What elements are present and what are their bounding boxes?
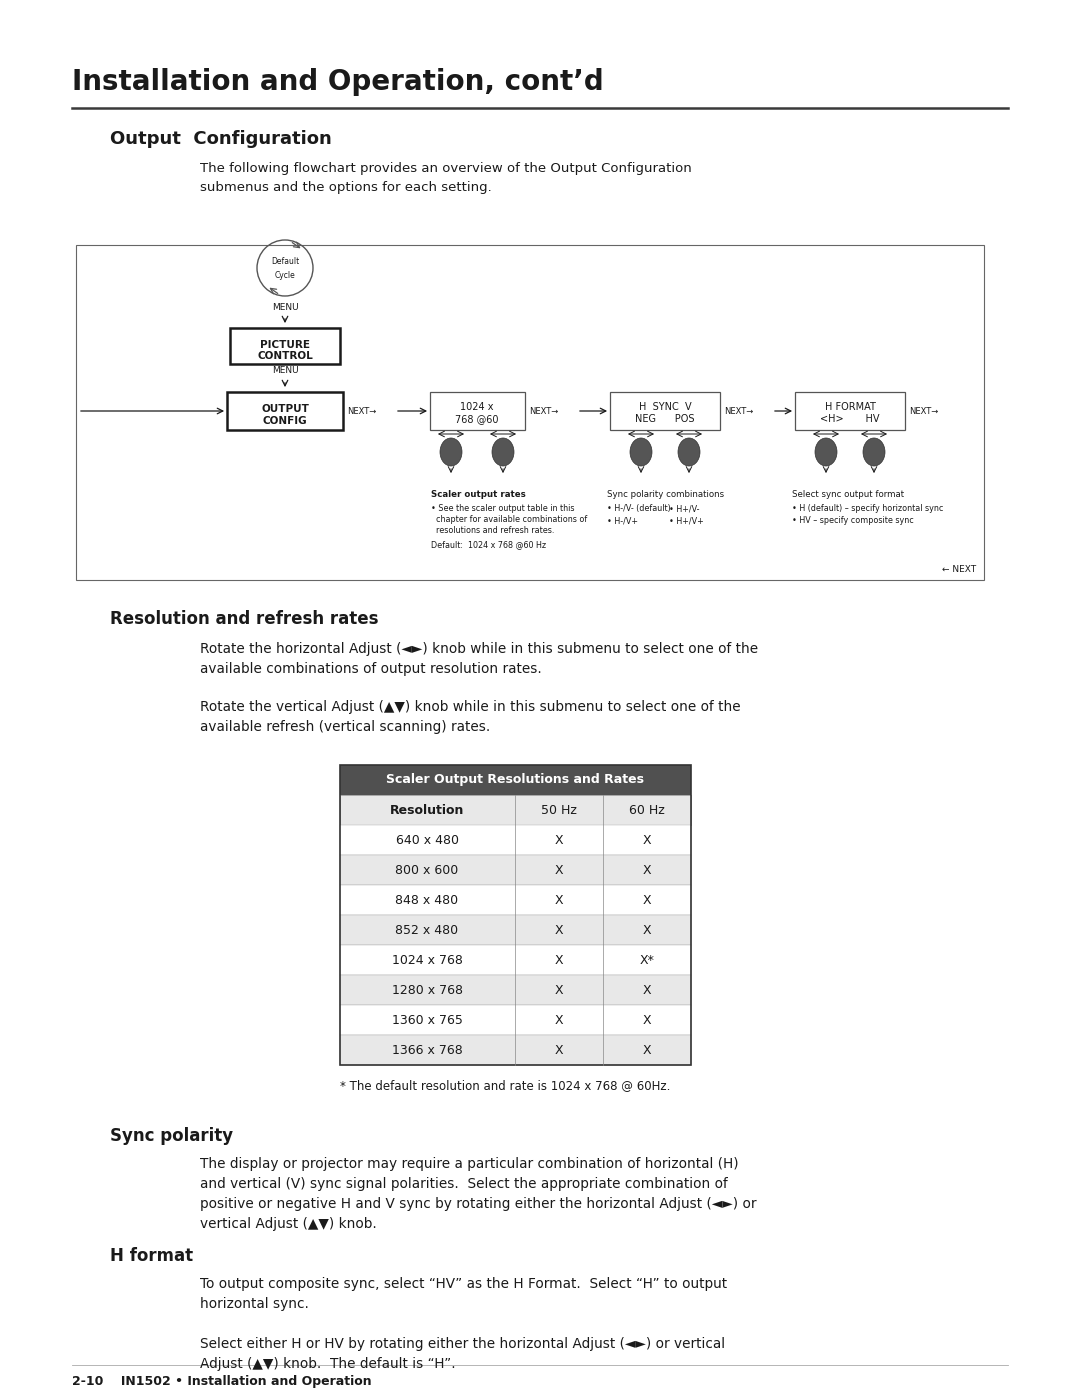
Text: X: X [555, 834, 564, 847]
Text: X*: X* [639, 954, 654, 967]
Text: Scaler output rates: Scaler output rates [431, 490, 526, 499]
Text: • H+/V+: • H+/V+ [669, 515, 704, 525]
Text: resolutions and refresh rates.: resolutions and refresh rates. [431, 527, 554, 535]
Text: NEXT→: NEXT→ [347, 407, 376, 415]
Text: • H+/V-: • H+/V- [669, 504, 700, 513]
Text: H FORMAT: H FORMAT [824, 402, 876, 412]
Text: Sync polarity combinations: Sync polarity combinations [607, 490, 724, 499]
Text: Select sync output format: Select sync output format [792, 490, 904, 499]
Text: * The default resolution and rate is 1024 x 768 @ 60Hz.: * The default resolution and rate is 102… [340, 1078, 671, 1092]
Text: MENU: MENU [272, 366, 298, 374]
Text: • H-/V- (default): • H-/V- (default) [607, 504, 671, 513]
Text: To output composite sync, select “HV” as the H Format.  Select “H” to output
hor: To output composite sync, select “HV” as… [200, 1277, 727, 1310]
Text: Default:  1024 x 768 @60 Hz: Default: 1024 x 768 @60 Hz [431, 541, 546, 549]
Ellipse shape [863, 439, 885, 467]
Text: 2-10    IN1502 • Installation and Operation: 2-10 IN1502 • Installation and Operation [72, 1375, 372, 1389]
Text: Select either H or HV by rotating either the horizontal Adjust (◄►) or vertical
: Select either H or HV by rotating either… [200, 1337, 725, 1370]
Text: MENU: MENU [272, 303, 298, 312]
Bar [610, 393, 720, 430]
Text: NEXT→: NEXT→ [529, 407, 558, 415]
Bar [340, 766, 691, 795]
Text: X: X [555, 1044, 564, 1056]
Bar [340, 915, 691, 944]
Text: H  SYNC  V: H SYNC V [638, 402, 691, 412]
Text: The display or projector may require a particular combination of horizontal (H)
: The display or projector may require a p… [200, 1157, 756, 1231]
Bar [340, 826, 691, 855]
Text: 1360 x 765: 1360 x 765 [392, 1013, 462, 1027]
Text: X: X [643, 834, 651, 847]
Text: OUTPUT: OUTPUT [261, 404, 309, 414]
Ellipse shape [440, 439, 462, 467]
Text: Installation and Operation, cont’d: Installation and Operation, cont’d [72, 68, 604, 96]
Text: The following flowchart provides an overview of the Output Configuration
submenu: The following flowchart provides an over… [200, 162, 692, 194]
Bar [340, 855, 691, 886]
Text: Default: Default [271, 257, 299, 267]
Text: CONFIG: CONFIG [262, 416, 308, 426]
Text: X: X [643, 1044, 651, 1056]
Text: <H>       HV: <H> HV [820, 414, 880, 425]
Text: X: X [555, 1013, 564, 1027]
Text: Rotate the vertical Adjust (▲▼) knob while in this submenu to select one of the
: Rotate the vertical Adjust (▲▼) knob whi… [200, 700, 741, 733]
Text: • See the scaler output table in this: • See the scaler output table in this [431, 504, 575, 513]
Text: 848 x 480: 848 x 480 [395, 894, 459, 907]
Text: X: X [555, 983, 564, 996]
Text: Output  Configuration: Output Configuration [110, 130, 332, 148]
Text: chapter for available combinations of: chapter for available combinations of [431, 515, 588, 524]
Text: NEXT→: NEXT→ [724, 407, 753, 415]
Ellipse shape [678, 439, 700, 467]
Text: 60 Hz: 60 Hz [630, 803, 665, 816]
Text: X: X [643, 894, 651, 907]
Bar [227, 393, 343, 430]
Bar [230, 328, 340, 365]
Text: 1024 x: 1024 x [460, 402, 494, 412]
Text: 1280 x 768: 1280 x 768 [391, 983, 462, 996]
Bar [340, 1035, 691, 1065]
Text: 640 x 480: 640 x 480 [395, 834, 459, 847]
Text: NEG      POS: NEG POS [635, 414, 694, 425]
Bar [340, 944, 691, 975]
Text: 768 @60: 768 @60 [456, 414, 499, 425]
Text: 1024 x 768: 1024 x 768 [392, 954, 462, 967]
Text: • H-/V+: • H-/V+ [607, 515, 638, 525]
Bar [340, 795, 691, 826]
Ellipse shape [630, 439, 652, 467]
Text: Resolution and refresh rates: Resolution and refresh rates [110, 610, 378, 629]
Text: 1366 x 768: 1366 x 768 [392, 1044, 462, 1056]
Text: X: X [643, 923, 651, 936]
Text: 800 x 600: 800 x 600 [395, 863, 459, 876]
Bar [76, 244, 984, 580]
Bar [340, 766, 691, 1065]
Text: Sync polarity: Sync polarity [110, 1127, 233, 1146]
Text: • H (default) – specify horizontal sync: • H (default) – specify horizontal sync [792, 504, 943, 513]
Text: PICTURE: PICTURE [260, 339, 310, 351]
Ellipse shape [815, 439, 837, 467]
Text: X: X [555, 954, 564, 967]
Text: 852 x 480: 852 x 480 [395, 923, 459, 936]
Text: CONTROL: CONTROL [257, 351, 313, 360]
Text: X: X [555, 894, 564, 907]
Bar [340, 886, 691, 915]
Text: • HV – specify composite sync: • HV – specify composite sync [792, 515, 914, 525]
Text: X: X [643, 983, 651, 996]
Ellipse shape [492, 439, 514, 467]
Text: X: X [643, 863, 651, 876]
Bar [795, 393, 905, 430]
Text: X: X [555, 923, 564, 936]
Text: Rotate the horizontal Adjust (◄►) knob while in this submenu to select one of th: Rotate the horizontal Adjust (◄►) knob w… [200, 643, 758, 676]
Text: 50 Hz: 50 Hz [541, 803, 577, 816]
Bar [430, 393, 525, 430]
Text: X: X [643, 1013, 651, 1027]
Bar [340, 975, 691, 1004]
Text: X: X [555, 863, 564, 876]
Text: ← NEXT: ← NEXT [942, 564, 976, 574]
Text: Scaler Output Resolutions and Rates: Scaler Output Resolutions and Rates [386, 774, 644, 787]
Text: NEXT→: NEXT→ [909, 407, 939, 415]
Text: Resolution: Resolution [390, 803, 464, 816]
Text: H format: H format [110, 1248, 193, 1266]
Text: Cycle: Cycle [274, 271, 295, 279]
Bar [340, 1004, 691, 1035]
